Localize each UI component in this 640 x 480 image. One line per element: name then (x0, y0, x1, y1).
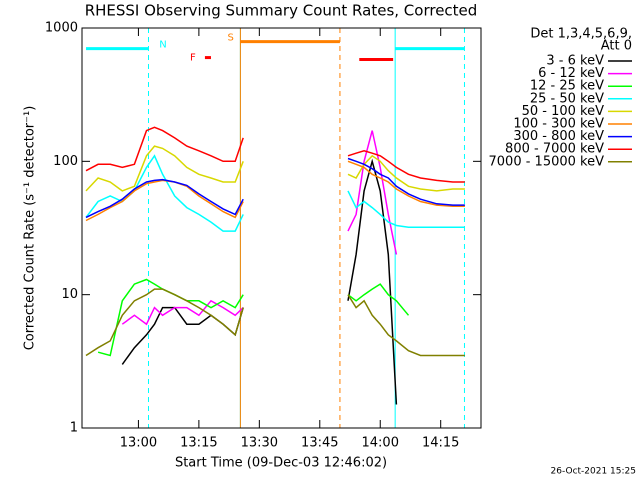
x-tick-label: 13:15 (180, 436, 217, 451)
x-tick-label: 13:45 (301, 436, 338, 451)
legend-label: 25 - 50 keV (530, 91, 604, 106)
x-tick-label: 13:30 (241, 436, 278, 451)
legend-label: 6 - 12 keV (538, 66, 604, 81)
series-line (97, 278, 410, 357)
y-tick-label: 1 (70, 421, 78, 436)
plot-frame (81, 27, 482, 429)
y-tick-label: 10 (61, 287, 78, 302)
legend-title: Det 1,3,4,5,6,9, (530, 27, 632, 42)
x-axis-label: Start Time (09-Dec-03 12:46:02) (175, 456, 387, 471)
series-line (85, 157, 465, 219)
series-line (121, 130, 398, 326)
series-line (85, 288, 465, 357)
legend-label: 50 - 100 keV (522, 104, 605, 119)
x-tick-label: 13:00 (120, 436, 157, 451)
series-line (85, 154, 465, 232)
series-line (121, 158, 398, 405)
legend-label: 7000 - 15000 keV (489, 154, 605, 169)
x-tick-label: 14:00 (362, 436, 399, 451)
chart-title: RHESSI Observing Summary Count Rates, Co… (85, 2, 478, 20)
legend-label: 12 - 25 keV (530, 79, 604, 94)
legend-label: 3 - 6 keV (546, 54, 604, 69)
y-axis-label: Corrected Count Rate (s⁻¹ detector⁻¹) (23, 106, 38, 351)
legend-label: 100 - 300 keV (513, 117, 604, 132)
flag-label: S (228, 32, 234, 43)
series-line (85, 126, 465, 183)
flag-label: F (190, 53, 196, 64)
legend-label: 300 - 800 keV (513, 129, 604, 144)
footer: 26-Oct-2021 15:25 (551, 467, 636, 477)
series-line (85, 160, 465, 222)
flag-label: N (159, 40, 166, 51)
legend-title: Att 0 (601, 39, 632, 54)
y-tick-label: 100 (53, 154, 78, 169)
legend-label: 800 - 7000 keV (505, 142, 604, 157)
x-tick-label: 14:15 (422, 436, 459, 451)
y-tick-label: 1000 (45, 21, 78, 36)
